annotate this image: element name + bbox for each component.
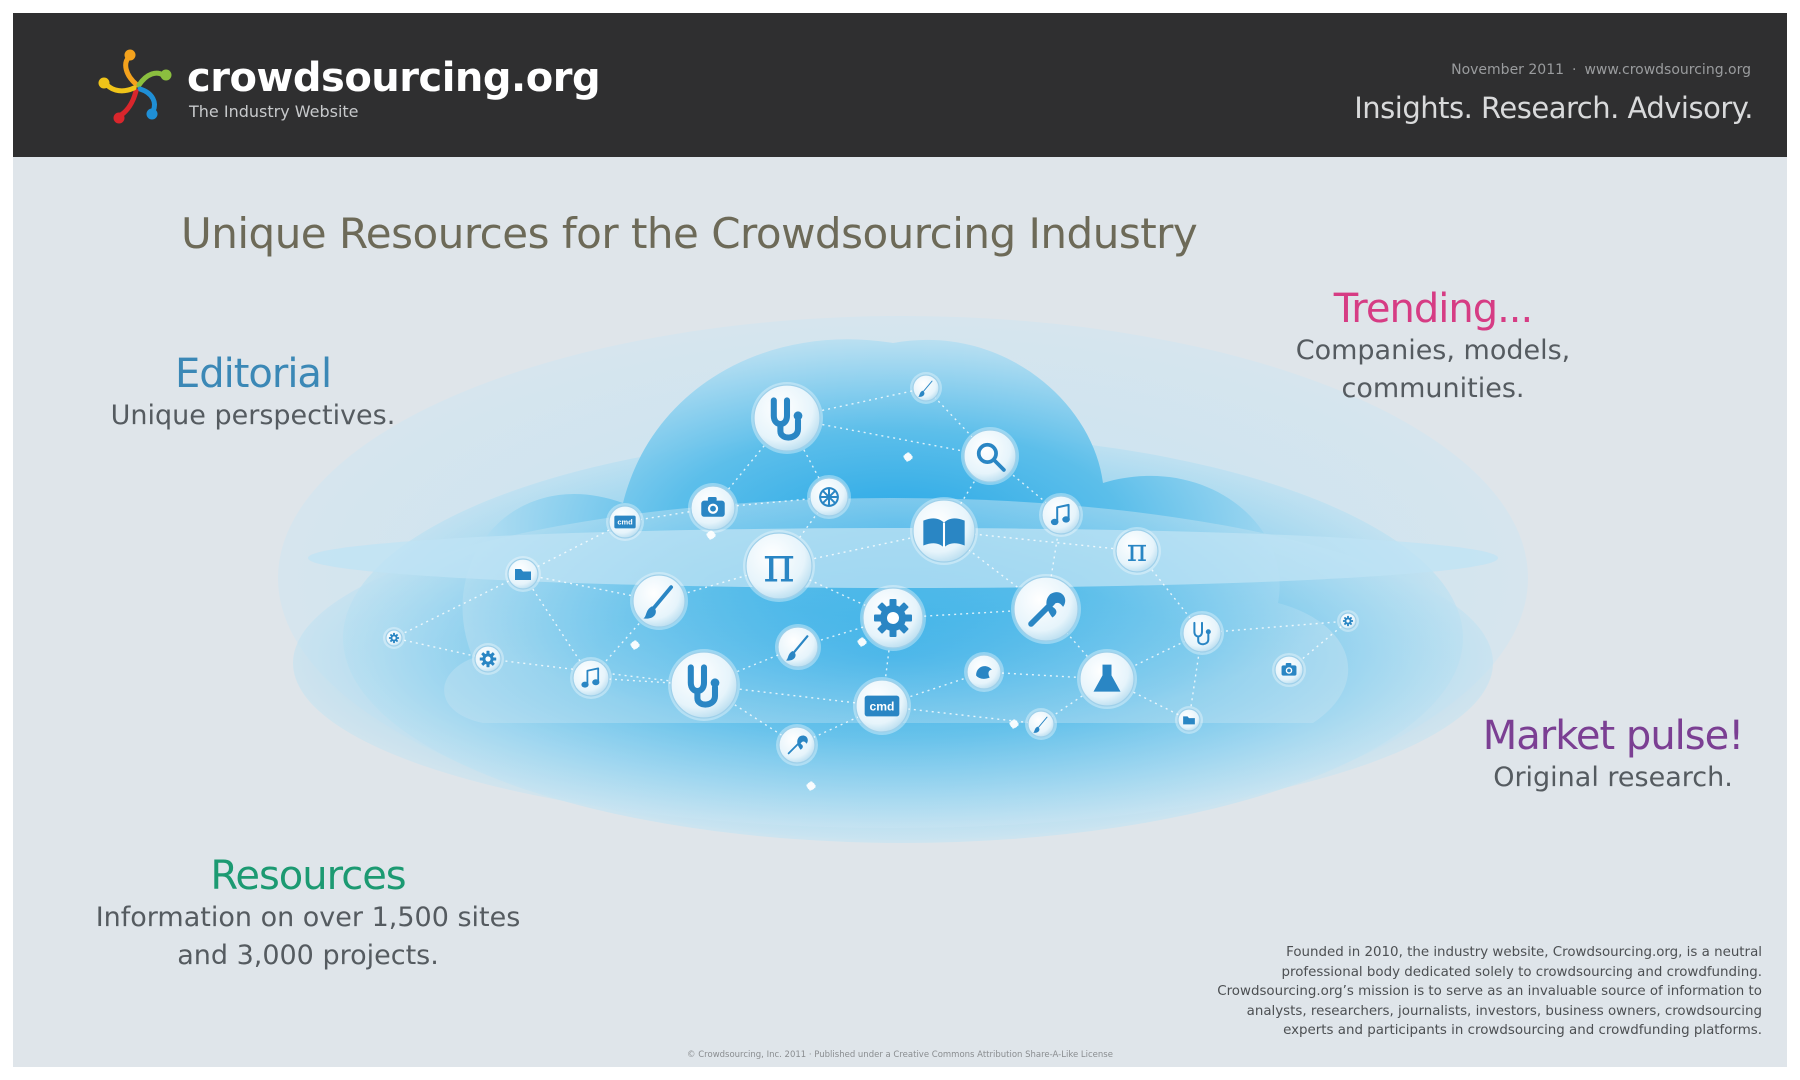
book-icon [910,497,978,565]
market-pulse-block: Market pulse! Original research. [1443,713,1783,797]
logo-wordmark: crowdsourcing.org [187,55,601,101]
resources-text-line-1: Information on over 1,500 sites [95,902,521,933]
trending-block: Trending... Companies, models, communiti… [1253,286,1613,408]
infographic: crowdsourcing.org The Industry Website N… [13,13,1787,1067]
wrench-icon [1011,574,1081,644]
pi-icon: π [743,530,815,602]
resources-text-line-2: and 3,000 projects. [177,940,439,971]
cmd-icon: cmd [606,503,644,541]
market-pulse-heading: Market pulse! [1482,713,1745,759]
trending-text-line-1: Companies, models, [1295,335,1571,366]
header-bar: crowdsourcing.org The Industry Website N… [13,13,1787,157]
logo-rest-part: sourcing.org [321,55,601,101]
network-link [590,677,705,686]
network-link [797,617,894,648]
header-slogan: Insights. Research. Advisory. [1354,91,1753,125]
header-date: November 2011 [1451,62,1565,78]
trending-heading: Trending... [1333,286,1533,332]
network-link [522,521,626,575]
folder-icon [1175,706,1203,734]
logo-bold-part: crowd [187,55,322,101]
market-pulse-text: Original research. [1493,762,1733,793]
network-link [393,573,524,639]
network-link [786,417,991,457]
pi-icon: π [1113,527,1161,575]
sparkle-dot [1009,719,1019,729]
about-line: experts and participants in crowdsourcin… [1283,1023,1762,1038]
music-icon [570,657,612,699]
trending-text-line-2: communities. [1341,373,1525,404]
about-line: professional body dedicated solely to cr… [1281,964,1763,980]
svg-text:cmd: cmd [870,699,895,713]
camera-icon [688,483,738,533]
about-line: Founded in 2010, the industry website, C… [1286,945,1762,960]
cloud-network-illustration: cmd π π cmd [278,316,1528,843]
gear-icon [383,627,405,649]
music-icon [1039,493,1083,537]
svg-text:cmd: cmd [617,518,633,527]
resources-heading: Resources [210,853,406,899]
network-link [778,496,830,567]
flask-icon [1077,649,1137,709]
network-link [522,573,592,679]
wheel-icon [807,475,851,519]
network-link [1201,620,1349,634]
network-link [881,705,1042,725]
sparkle-dot [806,781,816,791]
network-link [943,530,1138,552]
sparkle-dot [630,640,640,650]
about-line: Crowdsourcing.org’s mission is to serve … [1217,984,1762,999]
page-title: Unique Resources for the Crowdsourcing I… [181,209,1198,258]
gear-icon [860,585,926,651]
gear-icon [472,643,504,675]
svg-text:π: π [763,537,795,593]
stethoscope-icon [668,649,740,721]
about-line: analysts, researchers, journalists, inve… [1246,1003,1762,1019]
sparkle-dot [903,452,913,462]
logo-icon [98,49,172,124]
header-separator: · [1572,62,1577,78]
brush-icon [1025,708,1057,740]
folder-icon [505,556,541,592]
editorial-heading: Editorial [174,351,332,397]
network-link [1188,632,1203,721]
logo-people-icon [98,49,172,124]
brush-icon [630,572,688,630]
copyright-notice: © Crowdsourcing, Inc. 2011 · Published u… [687,1050,1113,1060]
network-link [393,637,489,660]
editorial-block: Editorial Unique perspectives. [83,351,423,435]
stethoscope-icon [751,382,823,454]
header-meta: November 2011 · www.crowdsourcing.org [1451,62,1751,78]
about-paragraph: Founded in 2010, the industry website, C… [1162,943,1762,1041]
network-nodes: cmd π π cmd [383,372,1359,766]
brush-icon [775,624,821,670]
stethoscope-icon [1180,611,1224,655]
svg-text:π: π [1127,533,1147,569]
cmd-icon: cmd [853,677,911,735]
magnifier-icon [961,427,1019,485]
camera-icon [1272,653,1306,687]
gear-icon [1337,610,1359,632]
header-website-link[interactable]: www.crowdsourcing.org [1584,62,1751,78]
bird-icon [964,652,1004,692]
brush-icon [910,372,942,404]
sparkle-dot [706,530,716,540]
editorial-text: Unique perspectives. [110,400,396,431]
resources-block: Resources Information on over 1,500 site… [73,853,543,975]
logo-tagline: The Industry Website [189,102,359,121]
wrench-icon [776,724,818,766]
network-link [778,530,945,567]
sparkle-dot [857,637,867,647]
